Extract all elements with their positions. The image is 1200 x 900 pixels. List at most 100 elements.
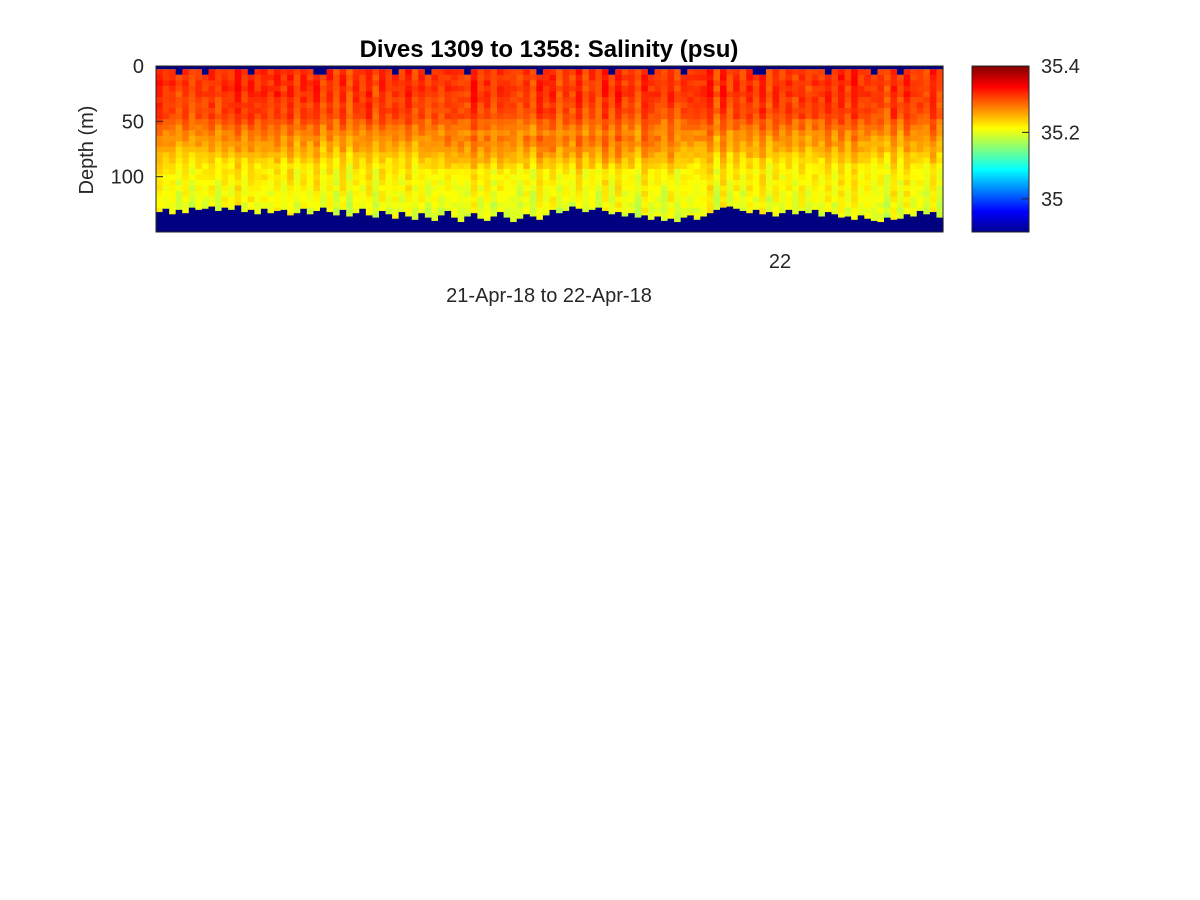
heatmap-cell [241,119,249,126]
heatmap-cell [549,141,557,148]
heatmap-cell [516,196,524,203]
heatmap-cell [720,74,728,81]
surface-mask-cell [857,66,865,70]
heatmap-cell [903,196,911,203]
heatmap-cell [569,85,577,93]
heatmap-cell [838,141,846,148]
heatmap-cell [897,202,905,209]
heatmap-cell [457,163,465,170]
heatmap-cell [588,74,597,81]
heatmap-cell [385,130,393,137]
heatmap-cell [857,91,865,98]
heatmap-cell [195,135,203,142]
heatmap-cell [864,69,872,76]
heatmap-cell [936,96,944,104]
surface-mask-cell [923,66,931,70]
heatmap-cell [700,202,708,209]
heatmap-cell [831,174,839,181]
surface-mask-cell [228,66,236,70]
heatmap-cell [300,174,308,181]
heatmap-cell [621,185,629,192]
heatmap-cell [759,108,767,115]
heatmap-cell [188,179,196,187]
seafloor-mask-cell [739,210,747,232]
heatmap-cell [824,196,833,203]
heatmap-cell [811,96,819,104]
surface-mask-cell [779,66,787,70]
heatmap-cell [274,91,282,98]
heatmap-cell [542,202,551,209]
heatmap-cell [300,113,308,120]
heatmap-cell [306,108,314,115]
heatmap-cell [660,196,669,203]
heatmap-cell [929,163,938,170]
heatmap-cell [667,191,675,198]
heatmap-cell [746,179,754,187]
heatmap-cell [221,185,229,192]
heatmap-cell [352,124,360,131]
heatmap-cell [392,80,400,87]
heatmap-cell [470,85,478,93]
heatmap-cell [634,91,642,98]
heatmap-cell [542,130,551,137]
heatmap-cell [621,69,629,76]
heatmap-cell [621,80,629,87]
heatmap-cell [779,202,787,209]
heatmap-cell [831,102,839,109]
heatmap-cell [647,179,656,187]
heatmap-cell [497,179,505,187]
heatmap-cell [772,179,780,187]
heatmap-cell [470,152,478,159]
heatmap-cell [838,152,846,159]
heatmap-cell [811,124,819,131]
heatmap-cell [805,146,813,153]
heatmap-cell [805,80,813,87]
heatmap-cell [844,185,852,192]
heatmap-cell [739,163,747,170]
heatmap-cell [241,168,249,176]
heatmap-cell [503,96,511,104]
heatmap-cell [792,69,800,76]
heatmap-cell [660,102,669,109]
heatmap-cell [792,108,800,115]
heatmap-cell [831,119,839,126]
heatmap-cell [929,185,938,192]
seafloor-mask-cell [870,220,879,232]
heatmap-cell [339,174,347,181]
heatmap-cell [654,196,662,203]
heatmap-cell [700,96,708,104]
heatmap-cell [562,141,570,148]
heatmap-cell [451,207,459,214]
surface-mask-cell [897,66,905,75]
heatmap-cell [516,146,524,153]
heatmap-cell [300,141,308,148]
heatmap-cell [411,152,419,159]
heatmap-cell [792,185,800,192]
heatmap-cell [188,168,196,176]
heatmap-cell [365,207,374,214]
heatmap-cell [818,196,826,203]
heatmap-cell [700,102,708,109]
heatmap-cell [287,168,295,176]
heatmap-cell [378,69,387,76]
heatmap-cell [923,108,931,115]
heatmap-cell [608,213,616,215]
heatmap-cell [260,102,269,109]
heatmap-cell [280,196,288,203]
heatmap-cell [162,113,170,120]
heatmap-cell [457,69,465,76]
heatmap-cell [444,124,452,131]
heatmap-cell [477,168,485,176]
heatmap-cell [405,157,413,164]
heatmap-cell [759,179,767,187]
heatmap-cell [241,207,249,213]
heatmap-cell [260,80,269,87]
heatmap-cell [274,146,282,153]
heatmap-cell [700,152,708,159]
heatmap-cell [890,102,898,109]
heatmap-cell [831,179,839,187]
heatmap-cell [392,113,400,120]
heatmap-cell [608,130,616,137]
heatmap-cell [916,157,924,164]
heatmap-cell [792,80,800,87]
